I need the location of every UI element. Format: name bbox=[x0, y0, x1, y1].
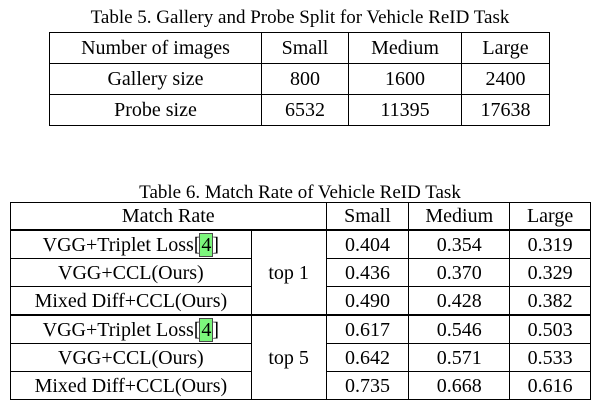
table-row: VGG+CCL(Ours) 0.642 0.571 0.533 bbox=[10, 343, 591, 372]
table-cell: 11395 bbox=[348, 94, 462, 126]
table-cell: 1600 bbox=[348, 63, 462, 95]
table-row: VGG+Triplet Loss[4] top 5 0.617 0.546 0.… bbox=[10, 314, 591, 400]
table-cell: 800 bbox=[261, 63, 349, 95]
topk-label: top 5 bbox=[250, 314, 327, 400]
table-cell: 6532 bbox=[261, 94, 349, 126]
table5-caption: Table 5. Gallery and Probe Split for Veh… bbox=[90, 7, 510, 28]
topk-label: top 1 bbox=[250, 229, 327, 316]
header-cell: Small bbox=[261, 32, 349, 64]
header-cell: Medium bbox=[408, 202, 511, 231]
table-header-row: Match Rate Small Medium Large bbox=[10, 202, 591, 231]
header-cell: Large bbox=[509, 202, 591, 231]
table-cell: 0.571 bbox=[408, 343, 511, 372]
table-row: VGG+CCL(Ours) 0.436 0.370 0.329 bbox=[10, 258, 591, 287]
table-cell: 0.370 bbox=[408, 258, 511, 287]
table-cell: 2400 bbox=[461, 63, 550, 95]
method-cell: Mixed Diff+CCL(Ours) bbox=[10, 371, 252, 400]
table-header-row: Number of images Small Medium Large bbox=[49, 32, 550, 64]
table-cell: 0.490 bbox=[325, 286, 410, 316]
header-cell: Large bbox=[461, 32, 550, 64]
table-cell: 0.382 bbox=[509, 286, 591, 316]
citation-link[interactable]: 4 bbox=[199, 317, 214, 342]
table-cell: 0.735 bbox=[325, 371, 410, 400]
table-cell: 0.668 bbox=[408, 371, 511, 400]
header-cell: Number of images bbox=[49, 32, 262, 64]
method-label: VGG+Triplet Loss[ bbox=[42, 318, 201, 341]
table-row: Mixed Diff+CCL(Ours) 0.490 0.428 0.382 bbox=[10, 286, 591, 316]
citation-link[interactable]: 4 bbox=[199, 232, 214, 257]
table-row: Gallery size 800 1600 2400 bbox=[49, 63, 550, 95]
header-cell: Match Rate bbox=[10, 202, 327, 231]
table-cell: 0.503 bbox=[509, 314, 591, 344]
table-cell: 0.319 bbox=[509, 229, 591, 259]
method-cell: VGG+CCL(Ours) bbox=[10, 258, 252, 287]
table-cell: 0.436 bbox=[325, 258, 410, 287]
table6-caption: Table 6. Match Rate of Vehicle ReID Task bbox=[139, 182, 461, 203]
header-cell: Medium bbox=[348, 32, 462, 64]
method-label: VGG+Triplet Loss[ bbox=[42, 233, 201, 256]
table-cell: 0.616 bbox=[509, 371, 591, 400]
table-row: Mixed Diff+CCL(Ours) 0.735 0.668 0.616 bbox=[10, 371, 591, 400]
method-bracket: ] bbox=[212, 233, 220, 256]
table-cell: 0.642 bbox=[325, 343, 410, 372]
header-cell: Small bbox=[325, 202, 410, 231]
table-cell: 0.404 bbox=[325, 229, 410, 259]
method-cell: VGG+CCL(Ours) bbox=[10, 343, 252, 372]
gallery-probe-table: Number of images Small Medium Large Gall… bbox=[49, 32, 550, 126]
table-cell: 17638 bbox=[461, 94, 550, 126]
method-bracket: ] bbox=[212, 318, 220, 341]
table-cell: 0.546 bbox=[408, 314, 511, 344]
row-label: Gallery size bbox=[49, 63, 262, 95]
method-cell: VGG+Triplet Loss[4] bbox=[10, 314, 252, 344]
table-cell: 0.617 bbox=[325, 314, 410, 344]
table-row: VGG+Triplet Loss[4] top 1 0.404 0.354 0.… bbox=[10, 229, 591, 316]
table-row: Probe size 6532 11395 17638 bbox=[49, 94, 550, 126]
table-cell: 0.533 bbox=[509, 343, 591, 372]
table-cell: 0.329 bbox=[509, 258, 591, 287]
match-rate-table: Match Rate Small Medium Large VGG+Triple… bbox=[10, 202, 591, 400]
table-cell: 0.354 bbox=[408, 229, 511, 259]
method-cell: Mixed Diff+CCL(Ours) bbox=[10, 286, 252, 316]
method-cell: VGG+Triplet Loss[4] bbox=[10, 229, 252, 259]
table-cell: 0.428 bbox=[408, 286, 511, 316]
row-label: Probe size bbox=[49, 94, 262, 126]
